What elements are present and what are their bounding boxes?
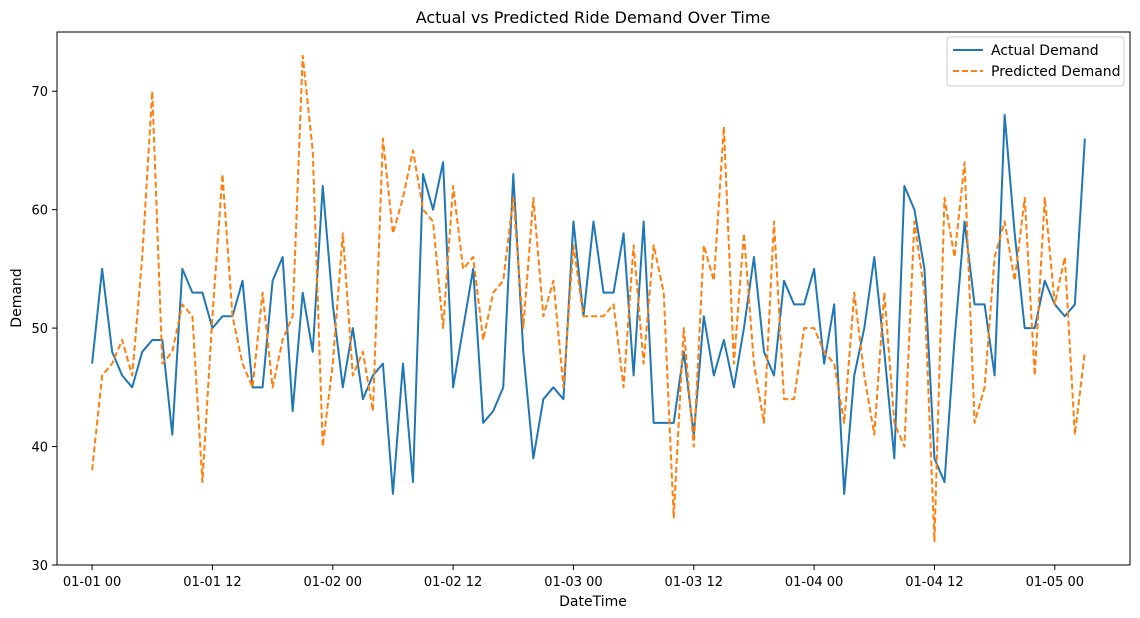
- x-tick-label: 01-01 00: [63, 575, 121, 590]
- x-tick-label: 01-03 00: [544, 575, 602, 590]
- y-tick-label: 50: [31, 322, 48, 337]
- y-axis-label: Demand: [9, 268, 25, 327]
- x-tick-label: 01-02 12: [424, 575, 482, 590]
- legend-label-actual: Actual Demand: [991, 43, 1099, 59]
- legend-box: [946, 36, 1125, 87]
- x-tick-label: 01-03 12: [665, 575, 723, 590]
- chart-title: Actual vs Predicted Ride Demand Over Tim…: [416, 8, 771, 27]
- series-line-predicted-demand: [91, 54, 1086, 543]
- y-tick-label: 70: [31, 85, 48, 100]
- x-tick-label: 01-04 00: [785, 575, 843, 590]
- y-tick-label: 60: [31, 204, 48, 219]
- x-tick-label: 01-02 00: [304, 575, 362, 590]
- plot-lines: [91, 54, 1086, 543]
- x-tick-label: 01-01 12: [183, 575, 241, 590]
- y-axis-ticks: 30 40 50 60 70: [31, 85, 57, 574]
- x-tick-label: 01-05 00: [1026, 575, 1084, 590]
- x-tick-label: 01-04 12: [905, 575, 963, 590]
- y-tick-label: 40: [31, 441, 48, 456]
- x-axis-label: DateTime: [559, 594, 627, 610]
- series-line-actual-demand: [91, 113, 1086, 495]
- legend-label-predicted: Predicted Demand: [991, 64, 1121, 80]
- legend: Actual Demand Predicted Demand: [946, 36, 1125, 87]
- plot-frame: [56, 31, 1131, 566]
- y-tick-label: 30: [31, 559, 48, 574]
- x-axis-ticks: 01-01 00 01-01 12 01-02 00 01-02 12 01-03 00…: [63, 565, 1084, 590]
